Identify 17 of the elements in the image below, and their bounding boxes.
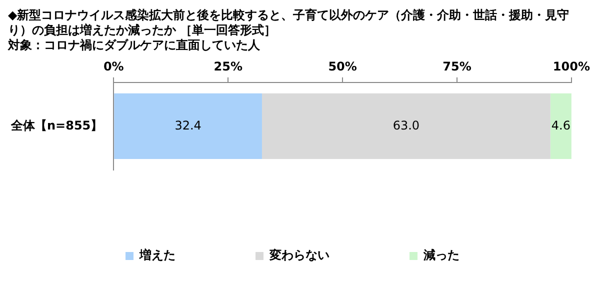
y-tick-label: 全体【n=855】 [10,118,103,132]
chart-subtitle: 対象：コロナ禍にダブルケアに直面していた人 [8,38,261,53]
x-tick-label: 50% [328,59,357,74]
legend-label: 変わらない [268,248,330,262]
x-tick-label: 0% [103,59,124,74]
data-label: 4.6 [551,118,570,132]
bar [262,93,550,160]
x-tick-label: 25% [214,59,242,74]
x-tick-label: 75% [442,59,472,74]
legend-label: 増えた [138,248,176,262]
data-label: 63.0 [392,118,420,132]
data-label: 32.4 [174,118,202,132]
chart-title: ◆新型コロナウイルス感染拡大前と後を比較すると、子育て以外のケア（介護・介助・世話・援助・見守り）の負担は増えたか減ったか ［単一回答形式］ [8,8,570,38]
bar [550,93,572,160]
x-tick-label: 100% [552,59,590,74]
bar [114,93,262,160]
legend-label: 減った [422,248,460,262]
